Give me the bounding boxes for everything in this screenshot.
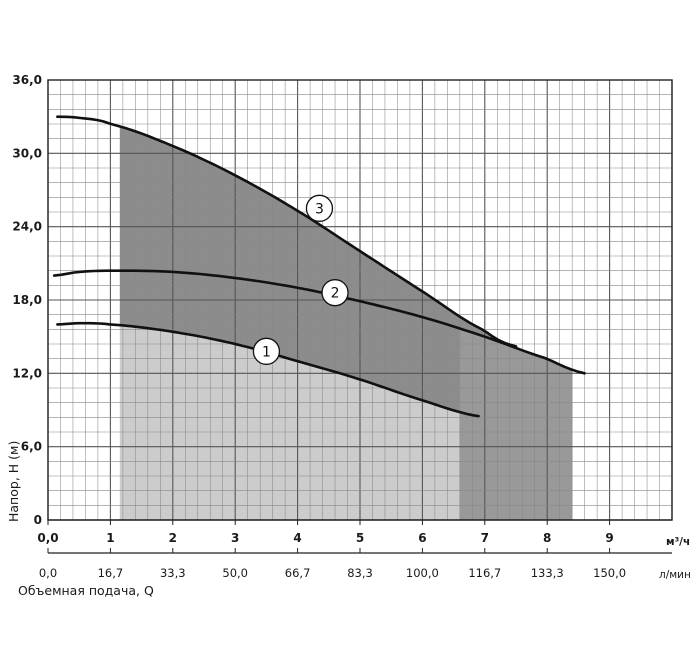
- x-tick-label: 6: [418, 531, 426, 545]
- x-tick-label: 7: [481, 531, 489, 545]
- grid-lines: [47, 79, 673, 521]
- y-axis-title: Напор, H (м): [6, 441, 21, 522]
- x-axis-title: Объемная подача, Q: [18, 583, 154, 598]
- region-dark: [119, 126, 517, 413]
- x-unit-label: м³/ч: [666, 536, 690, 548]
- y-tick-label: 18,0: [12, 293, 42, 307]
- curve-label-2: 2: [331, 286, 340, 302]
- x-tick-label: 8: [543, 531, 551, 545]
- x2-tick-label: 83,3: [347, 566, 373, 580]
- x2-tick-label: 150,0: [593, 566, 626, 580]
- curve-label-3: 3: [315, 201, 324, 217]
- x-tick-label: 2: [169, 531, 177, 545]
- x2-tick-label: 50,0: [222, 566, 248, 580]
- x2-tick-label: 33,3: [160, 566, 186, 580]
- x-tick-label: 3: [231, 531, 239, 545]
- y-tick-label: 0: [34, 513, 42, 527]
- y-tick-label: 24,0: [12, 220, 42, 234]
- x-tick-label: 5: [356, 531, 364, 545]
- shaded-regions: [119, 126, 573, 520]
- x2-tick-label: 66,7: [285, 566, 311, 580]
- x2-unit-label: л/мин: [659, 569, 691, 581]
- tick-labels: 0,0 1 2 3 4 5 6 7 8 9 0,0 16,7 33,3 50,0 66,7 83,3 100,0…: [12, 73, 626, 580]
- axes: [47, 519, 672, 554]
- y-tick-label: 6,0: [21, 440, 42, 454]
- curve-label-circle-1: [252, 337, 281, 365]
- curve-label-circle-3: [305, 194, 334, 222]
- x-tick-label: 0,0: [37, 531, 58, 545]
- curve-labels: 1 2 3: [252, 194, 349, 365]
- x2-tick-label: 16,7: [98, 566, 124, 580]
- x2-tick-label: 0,0: [39, 566, 57, 580]
- x2-tick-label: 100,0: [406, 566, 439, 580]
- curve-label-1: 1: [262, 344, 271, 360]
- curve-label-circle-2: [321, 279, 349, 307]
- y-tick-label: 36,0: [12, 73, 42, 87]
- x-tick-label: 9: [605, 531, 613, 545]
- region-light: [119, 325, 460, 520]
- x-tick-label: 4: [293, 531, 301, 545]
- y-tick-label: 30,0: [12, 146, 42, 160]
- series-line-3: [56, 115, 518, 348]
- series-line-2: [52, 269, 586, 375]
- x-tick-label: 1: [106, 531, 114, 545]
- y-tick-label: 12,0: [12, 366, 42, 380]
- x2-tick-label: 133,3: [531, 566, 564, 580]
- region-mid: [459, 328, 573, 520]
- x2-tick-label: 116,7: [468, 566, 501, 580]
